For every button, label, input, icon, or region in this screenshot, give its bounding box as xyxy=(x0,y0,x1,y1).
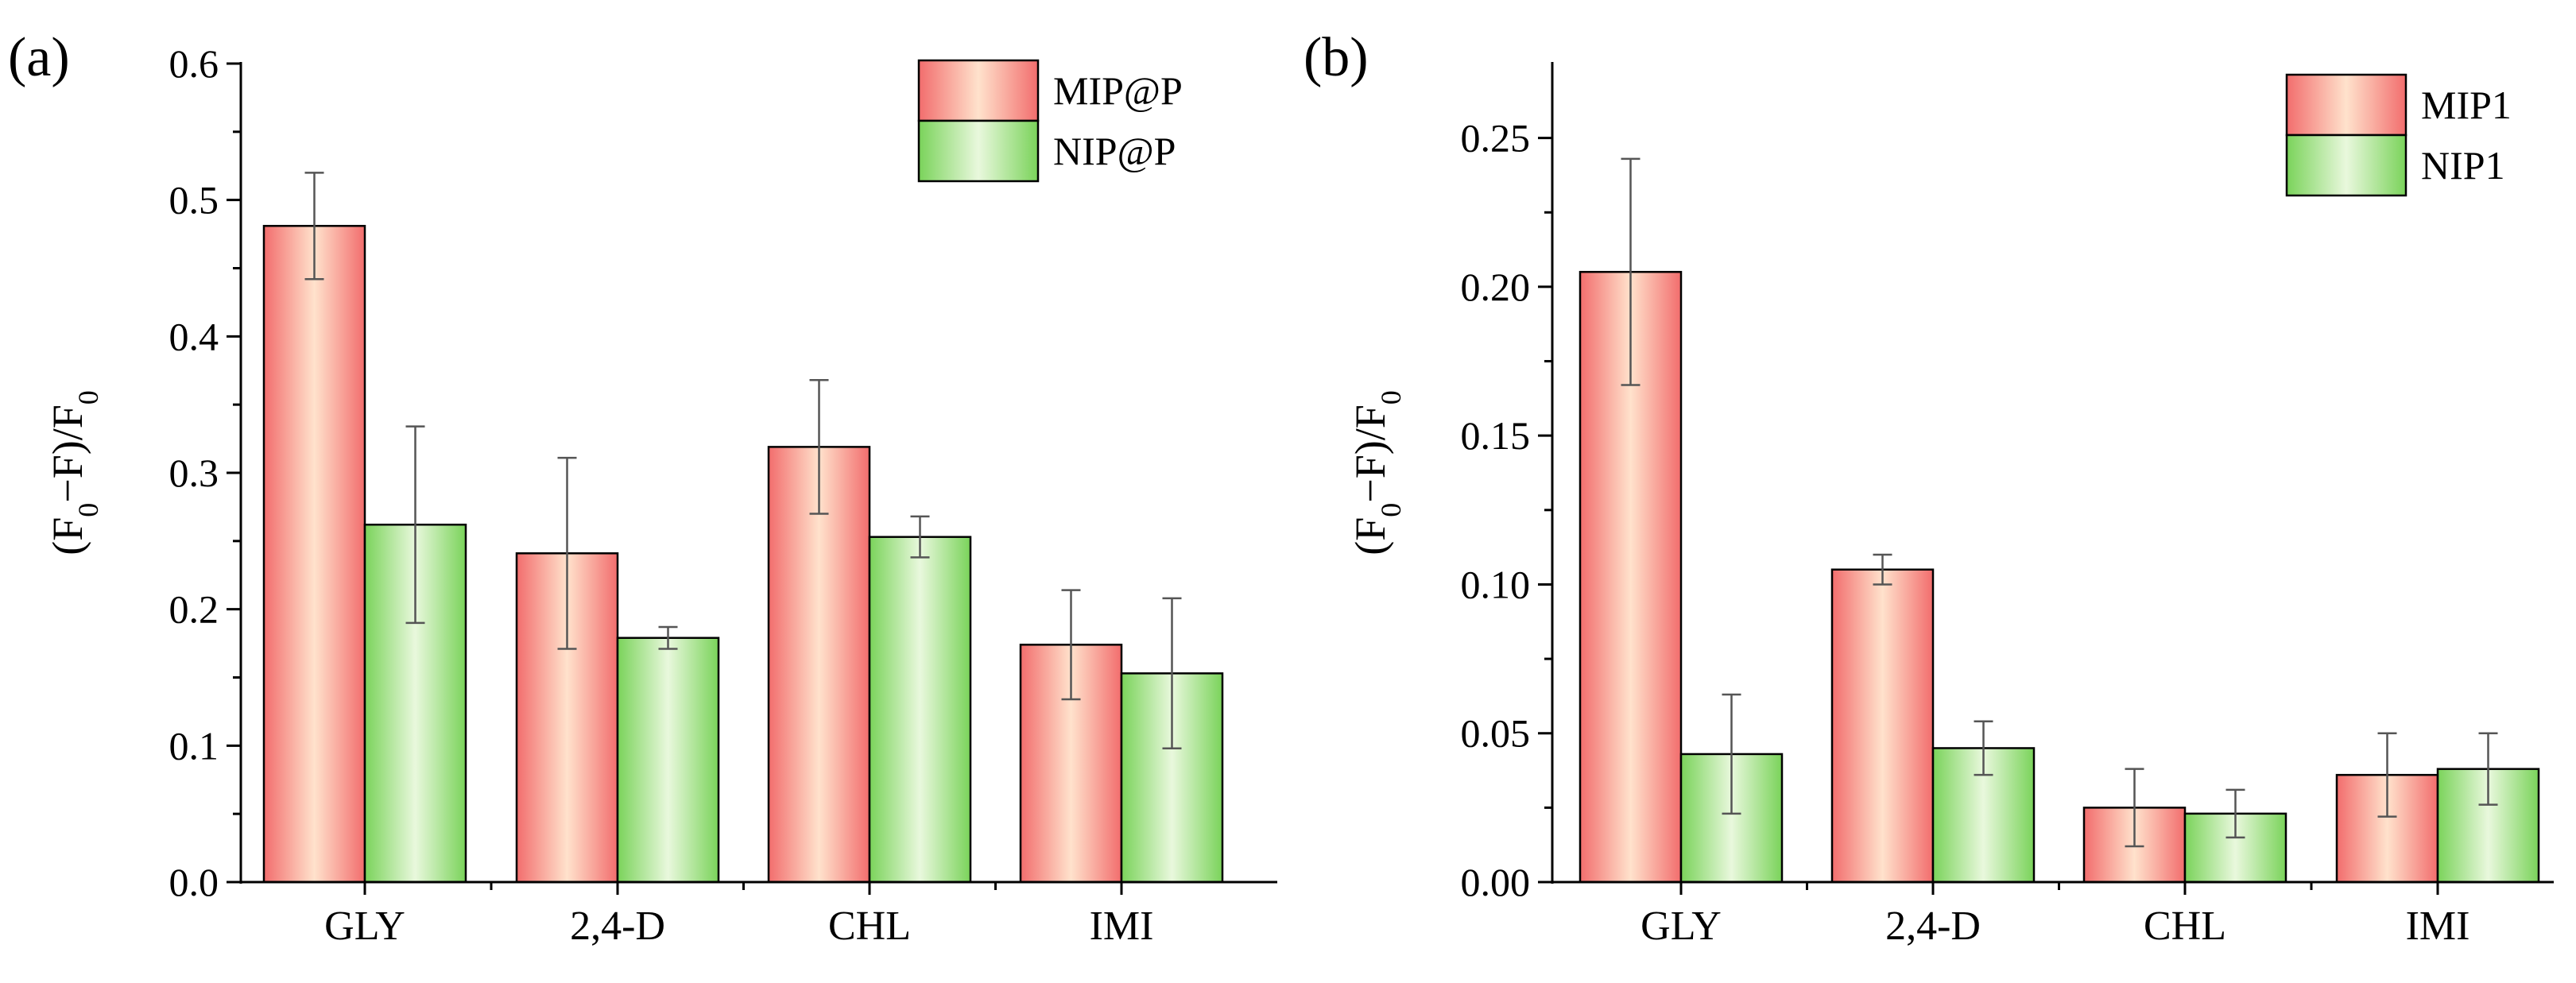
y-tick-label: 0.10 xyxy=(1461,562,1531,606)
legend-label: NIP@P xyxy=(1053,129,1176,173)
y-tick-label: 0.2 xyxy=(169,587,219,632)
y-tick-label: 0.1 xyxy=(169,723,219,768)
panel-a: 0.0 0.1 0.2 0.3 0.4 0.5 0.6 GLY 2,4-D CHL IMI (F0−F… xyxy=(8,27,1277,949)
y-tick-label: 0.20 xyxy=(1461,265,1531,309)
x-tick-label: 2,4-D xyxy=(1885,904,1981,949)
bar xyxy=(262,225,366,884)
bar xyxy=(1830,568,1935,884)
y-tick-label: 0.3 xyxy=(169,451,219,495)
x-tick-label: GLY xyxy=(324,904,405,949)
y-tick-label: 0.05 xyxy=(1461,711,1531,756)
legend-swatch xyxy=(917,59,1040,122)
legend-swatch xyxy=(917,119,1040,183)
legend-swatch xyxy=(2285,73,2407,137)
x-tick-label: IMI xyxy=(2406,904,2470,949)
legend-label: NIP1 xyxy=(2421,143,2505,188)
x-tick-label: IMI xyxy=(1090,904,1154,949)
y-axis-title: (F0−F)/F0 xyxy=(44,390,104,555)
x-tick-label: 2,4-D xyxy=(570,904,665,949)
panel-label: (a) xyxy=(8,27,70,88)
legend-label: MIP1 xyxy=(2421,83,2512,127)
y-tick-label: 0.4 xyxy=(169,314,219,358)
y-axis-title: (F0−F)/F0 xyxy=(1346,390,1407,555)
y-tick-label: 0.15 xyxy=(1461,413,1531,458)
panel-b: 0.00 0.05 0.10 0.15 0.20 0.25 GLY 2,4-D CHL IMI (F… xyxy=(1303,27,2554,949)
y-tick-label: 0.5 xyxy=(169,178,219,223)
x-tick-label: GLY xyxy=(1641,904,1722,949)
y-tick-label: 0.0 xyxy=(169,860,219,904)
x-tick-label: CHL xyxy=(2144,904,2226,949)
legend-label: MIP@P xyxy=(1053,68,1183,113)
bar xyxy=(868,536,972,884)
panel-label: (b) xyxy=(1303,27,1369,88)
y-tick-label: 0.6 xyxy=(169,41,219,86)
bar xyxy=(616,637,720,884)
y-tick-label: 0.00 xyxy=(1461,860,1531,904)
y-tick-label: 0.25 xyxy=(1461,116,1531,161)
x-tick-label: CHL xyxy=(828,904,911,949)
legend-swatch xyxy=(2285,134,2407,197)
